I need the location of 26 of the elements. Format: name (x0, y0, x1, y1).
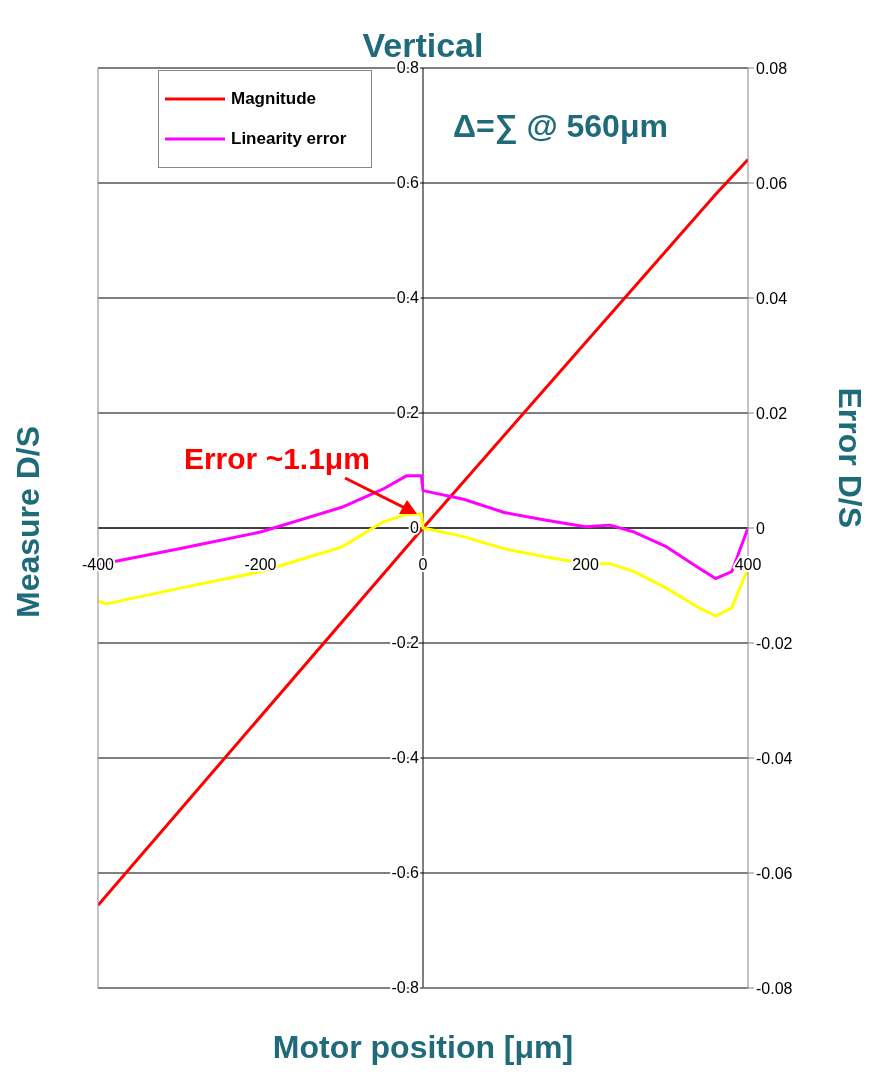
y2-axis-title: Error D/S (831, 387, 868, 528)
y-tick-label: 0.6 (396, 174, 420, 191)
y2-tick-label: 0.02 (756, 404, 788, 422)
y2-tick-label: -0.02 (756, 634, 793, 652)
y-tick-label: -0.6 (391, 864, 420, 881)
x-axis-title: Motor position [μm] (272, 1029, 574, 1065)
y-tick-label: 0.4 (396, 289, 420, 306)
y-tick-label: -0.4 (391, 749, 420, 766)
y2-tick-label: -0.08 (756, 979, 793, 997)
y-tick-label: 0.2 (396, 404, 420, 421)
legend-label: Linearity error (231, 129, 347, 149)
y2-tick-label: -0.06 (756, 864, 793, 882)
y2-tick-label: -0.04 (756, 749, 793, 767)
y-tick-label: -0.8 (391, 979, 420, 996)
x-tick-label: -400 (81, 556, 115, 573)
x-tick-label: 400 (734, 556, 762, 573)
y2-tick-label: 0.06 (756, 174, 788, 192)
x-tick-label: -200 (244, 556, 277, 573)
y2-tick-label: 0.04 (756, 289, 788, 307)
annotation: Error ~1.1μm (183, 442, 370, 477)
annotation: Δ=∑ @ 560μm (453, 108, 668, 145)
y-axis-title: Measure D/S (10, 425, 47, 618)
legend-label: Magnitude (231, 89, 316, 109)
y-tick-label: -0.2 (391, 634, 420, 651)
y2-tick-label: 0.08 (756, 59, 788, 77)
y2-tick-label: 0 (756, 519, 765, 537)
